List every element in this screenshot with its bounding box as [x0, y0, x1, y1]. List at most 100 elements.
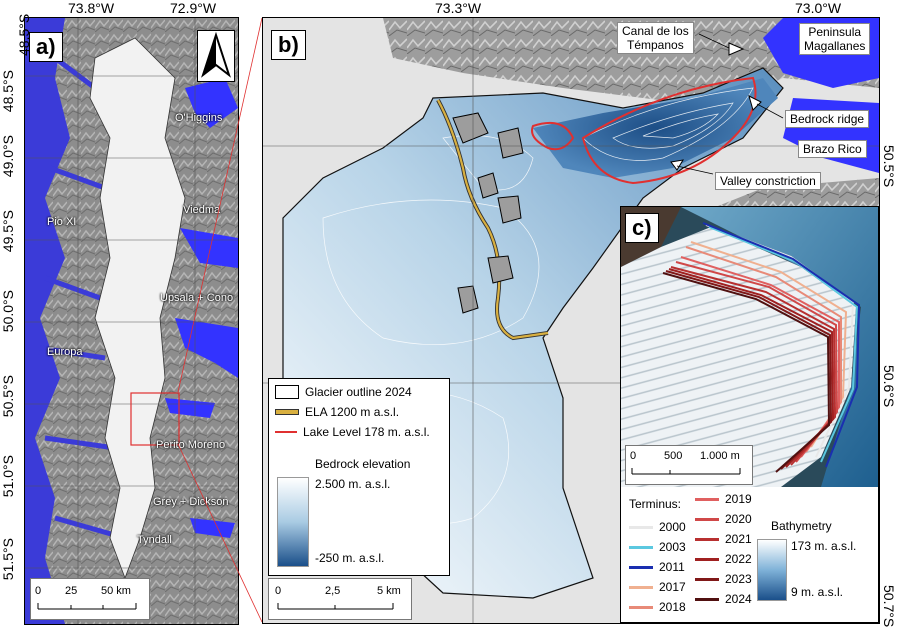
pacific-fjords — [25, 18, 70, 624]
terminus-swatch-2003 — [629, 545, 653, 549]
panel-c-label: c) — [625, 213, 659, 243]
panel-a-lon-2: 72.9°W — [170, 0, 217, 16]
terminus-label-2003: 2003 — [659, 540, 686, 554]
terminus-swatch-2017 — [629, 585, 653, 589]
panel-a-lat-2: 49.0°S — [0, 135, 16, 178]
panel-b-scale: 0 2,5 5 km — [268, 578, 412, 620]
panel-b-lat: 50.5°S — [881, 145, 897, 188]
scale-c-500: 500 — [664, 450, 683, 462]
glacier-label-grey-dickson: Grey + Dickson — [153, 496, 229, 508]
glacier-label-europa: Europa — [47, 346, 83, 358]
glacier-label-upsala: Upsala + Cono — [160, 292, 234, 304]
terminus-legend: Terminus: 2000 2003 2011 2017 2018 2019 2020 2… — [621, 489, 878, 621]
bathy-colorbar — [757, 539, 787, 601]
legend-lake: Lake Level 178 m. a.s.l. — [303, 425, 430, 439]
terminus-swatch-2023 — [695, 577, 719, 581]
panel-c-image: c) 0 500 1.000 m — [621, 207, 878, 487]
legend-elev-max: 2.500 m. a.s.l. — [315, 477, 391, 491]
glacier-label-ohiggins: O'Higgins — [175, 112, 223, 124]
terminus-label-2000: 2000 — [659, 520, 686, 534]
elevation-colorbar — [277, 477, 309, 567]
glacier-label-tyndall: Tyndall — [137, 534, 172, 546]
nunataks — [452, 112, 524, 314]
terminus-swatch-2020 — [695, 517, 719, 521]
panel-c-lat-1: 50.6°S — [881, 365, 897, 408]
terminus-year-2000: 2000 — [629, 517, 686, 537]
north-arrow-icon — [197, 30, 235, 82]
panel-a-lat-4: 50.0°S — [0, 290, 16, 333]
callout-bedrock-ridge: Bedrock ridge — [785, 110, 870, 128]
terminus-year-2023: 2023 — [695, 569, 752, 589]
panel-b: b) Canal de los Témpanos Peninsula Magal… — [262, 17, 880, 624]
terminus-title: Terminus: — [629, 497, 682, 511]
panel-a-map — [25, 18, 238, 624]
terminus-label-2024: 2024 — [725, 592, 752, 606]
terminus-swatch-2021 — [695, 537, 719, 541]
terminus-year-2021: 2021 — [695, 529, 752, 549]
terminus-swatch-2000 — [629, 525, 653, 529]
terminus-label-2018: 2018 — [659, 600, 686, 614]
terminus-swatch-2018 — [629, 605, 653, 609]
glacier-surface — [621, 227, 856, 487]
legend-elev-title: Bedrock elevation — [315, 457, 411, 471]
panel-a-label: a) — [29, 32, 63, 62]
terminus-swatch-2022 — [695, 557, 719, 561]
terminus-year-2017: 2017 — [629, 577, 686, 597]
panel-a-lat-1: 48.5°S — [16, 13, 32, 56]
pointer-arrows — [670, 42, 762, 171]
legend-outline: Glacier outline 2024 — [305, 385, 412, 399]
panel-a-scale: 0 25 50 km — [30, 578, 150, 620]
panel-c: c) 0 500 1.000 m Terminus: 2000 2003 2011 2… — [620, 206, 879, 623]
lake-level-lines — [531, 76, 757, 185]
bathy-max: 173 m. a.s.l. — [791, 539, 857, 553]
terminus-label-2022: 2022 — [725, 552, 752, 566]
panel-b-label: b) — [271, 30, 306, 60]
panel-a-lat-1: 48.5°S — [0, 70, 16, 113]
glacier-label-pio-xi: Pio XI — [47, 216, 77, 228]
glacier-label-viedma: Viedma — [183, 204, 221, 216]
terminus-swatch-2024 — [695, 597, 719, 601]
terminus-year-2018: 2018 — [629, 597, 686, 617]
panel-c-scale: 0 500 1.000 m — [625, 445, 753, 485]
scale-a-25: 25 — [65, 585, 78, 597]
bathy-title: Bathymetry — [771, 519, 832, 533]
scale-c-0: 0 — [630, 450, 637, 462]
scale-c-1000: 1.000 m — [700, 450, 740, 462]
panel-c-lat-2: 50.7°S — [881, 585, 897, 628]
terminus-label-2020: 2020 — [725, 512, 752, 526]
scale-b-2-5: 2,5 — [325, 585, 341, 597]
ela-swatch — [275, 409, 299, 415]
terminus-label-2019: 2019 — [725, 492, 752, 506]
terminus-label-2023: 2023 — [725, 572, 752, 586]
terminus-year-2003: 2003 — [629, 537, 686, 557]
terminus-year-2024: 2024 — [695, 589, 752, 609]
callout-valley: Valley constriction — [715, 172, 821, 190]
terminus-year-2011: 2011 — [629, 557, 686, 577]
callout-brazo-rico: Brazo Rico — [798, 140, 867, 158]
legend-elev-min: -250 m. a.s.l. — [315, 551, 385, 565]
bedrock-trough — [533, 78, 778, 178]
legend-ela: ELA 1200 m a.s.l. — [305, 405, 400, 419]
lake-bathymetry — [681, 207, 878, 487]
terminus-label-2021: 2021 — [725, 532, 752, 546]
terminus-year-2020: 2020 — [695, 509, 752, 529]
terminus-year-2022: 2022 — [695, 549, 752, 569]
scale-a-0: 0 — [35, 585, 42, 597]
scale-a-50: 50 km — [101, 585, 131, 597]
icefield — [89, 37, 186, 580]
scale-b-0: 0 — [275, 585, 282, 597]
panel-a-lat-6: 51.0°S — [0, 455, 16, 498]
bathy-min: 9 m. a.s.l. — [791, 585, 844, 599]
panel-b-legend: Glacier outline 2024 ELA 1200 m a.s.l. L… — [268, 378, 450, 576]
lake-swatch — [275, 431, 297, 433]
panel-b-lon-2: 73.0°W — [795, 0, 842, 16]
terminus-year-2019: 2019 — [695, 489, 752, 509]
terminus-swatch-2019 — [695, 497, 719, 501]
panel-a-lon-1: 73.8°W — [68, 0, 115, 16]
panel-a-lat-5: 50.5°S — [0, 375, 16, 418]
terminus-lines — [662, 222, 861, 473]
panel-a-lat-3: 49.5°S — [0, 210, 16, 253]
terminus-label-2011: 2011 — [659, 560, 685, 574]
lake-small — [165, 398, 215, 418]
scale-b-5: 5 km — [377, 585, 401, 597]
